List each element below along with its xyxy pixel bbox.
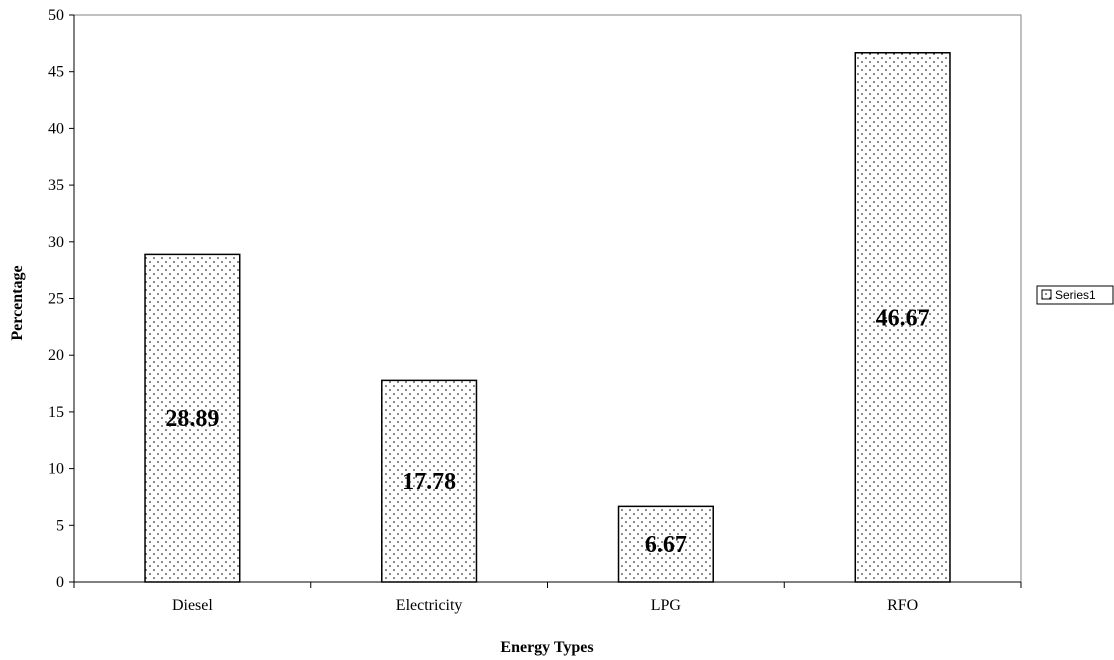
y-tick-label: 40	[48, 120, 64, 137]
legend: Series1	[1036, 285, 1114, 305]
data-labels: 28.89 17.78 6.67 46.67	[165, 305, 929, 558]
y-tick-label: 45	[48, 64, 64, 81]
data-label: 28.89	[165, 406, 219, 432]
y-axis-title: Percentage	[9, 265, 26, 340]
y-tick-label: 50	[48, 7, 64, 24]
legend-box	[1036, 285, 1114, 305]
data-label: 46.67	[876, 305, 930, 331]
y-tick-label: 20	[48, 347, 64, 364]
x-tick-label: Electricity	[396, 597, 463, 614]
y-tick-label: 25	[48, 291, 64, 308]
bar-diesel	[144, 253, 241, 583]
data-label: 6.67	[645, 532, 687, 558]
x-axis: Diesel Electricity LPG RFO	[73, 581, 1022, 614]
legend-swatch	[1041, 289, 1052, 300]
legend-label-series1: Series1	[1055, 288, 1096, 302]
y-tick-label: 15	[48, 404, 64, 421]
y-tick-label: 35	[48, 177, 64, 194]
x-tick-label: Diesel	[172, 597, 213, 614]
x-tick-label: LPG	[651, 597, 682, 614]
x-axis-title: Energy Types	[500, 639, 593, 656]
bars	[144, 52, 951, 583]
y-axis: 0 5 10 15 20 25 30 35 40 45 50	[48, 7, 75, 591]
y-tick-label: 30	[48, 234, 64, 251]
bar-rfo	[854, 52, 951, 583]
y-tick-label: 10	[48, 461, 64, 478]
data-label: 17.78	[402, 469, 456, 495]
bar-lpg	[617, 505, 714, 583]
bar-electricity	[381, 379, 478, 583]
x-tick-label: RFO	[887, 597, 918, 614]
y-tick-label: 0	[56, 574, 64, 591]
y-tick-label: 5	[56, 517, 64, 534]
